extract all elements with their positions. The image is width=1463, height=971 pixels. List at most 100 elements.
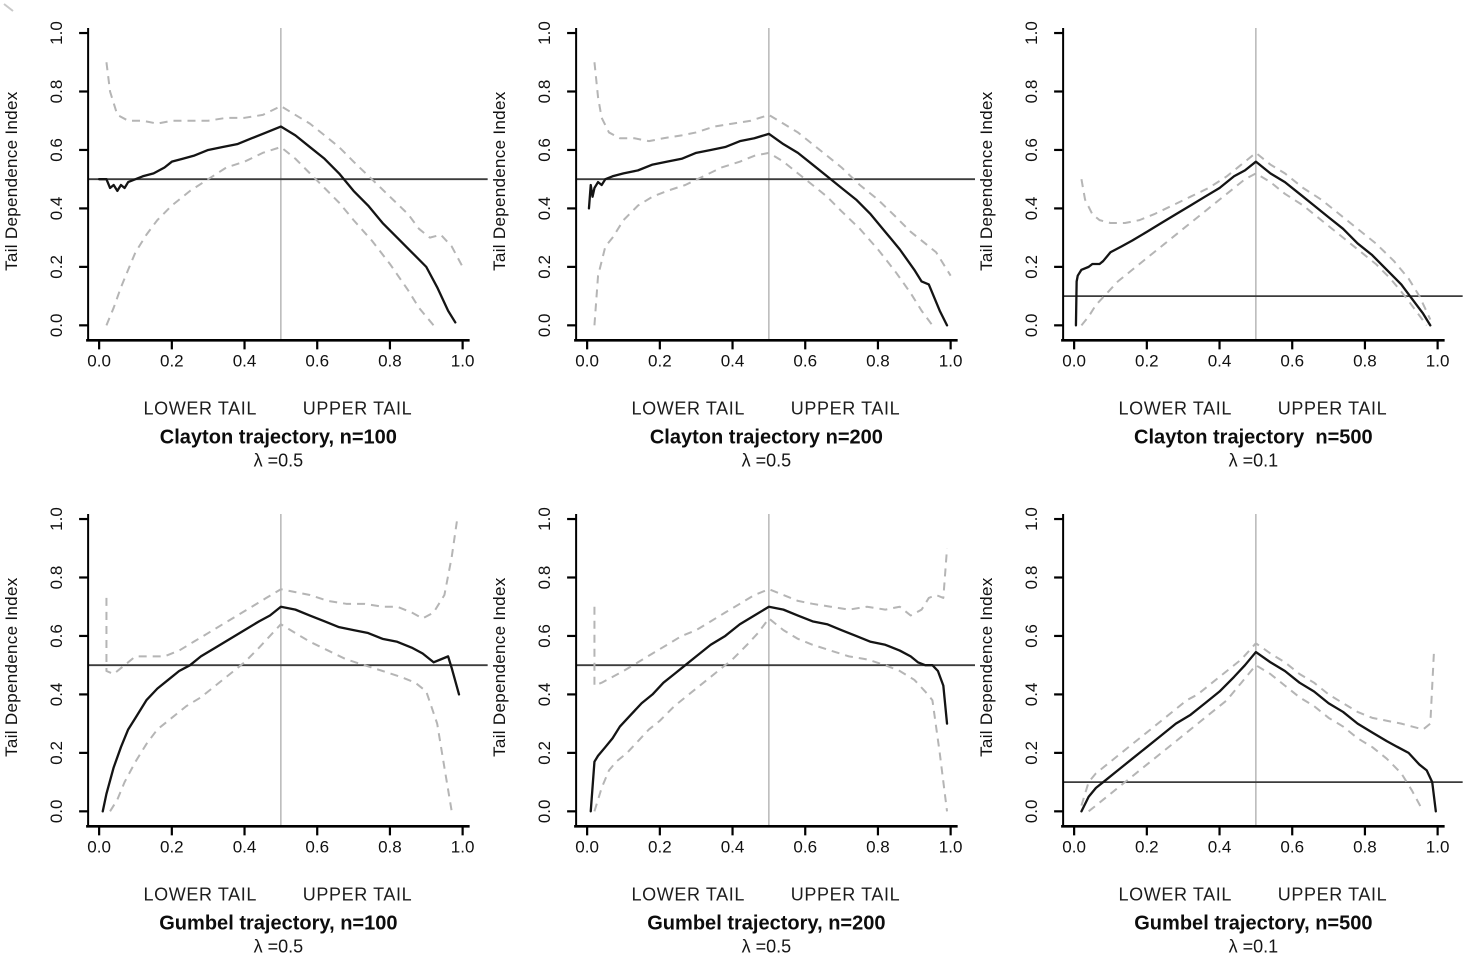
y-tick-label: 0.4 [535,682,554,706]
plot-lambda-caption: λ =0.5 [254,936,304,956]
series-lower-confidence-band [1088,663,1425,812]
y-tick-label: 0.6 [1022,624,1041,648]
lower-tail-label: LOWER TAIL [631,884,744,904]
x-tick-label: 0.6 [1281,351,1305,370]
y-tick-label: 0.2 [1022,255,1041,279]
plot-title: Gumbel trajectory, n=100 [159,912,397,934]
y-tick-label: 0.8 [1022,80,1041,104]
y-tick-label: 0.8 [47,565,66,589]
x-tick-label: 0.0 [1063,837,1087,856]
x-tick-label: 1.0 [451,351,475,370]
x-tick-label: 0.2 [1135,351,1159,370]
x-tick-label: 0.4 [233,837,257,856]
lower-tail-label: LOWER TAIL [144,398,257,418]
x-tick-label: 0.0 [1063,351,1087,370]
x-tick-label: 0.2 [648,837,672,856]
y-axis-label: Tail Dependence Index [977,577,996,757]
y-axis-label: Tail Dependence Index [490,577,509,757]
y-tick-label: 0.6 [1022,138,1041,162]
plot-title: Gumbel trajectory, n=500 [1135,912,1373,934]
plot-lambda-caption: λ =0.5 [741,450,791,470]
x-tick-label: 0.6 [305,837,329,856]
x-tick-label: 0.6 [793,351,817,370]
plot-lambda-caption: λ =0.1 [1229,450,1279,470]
x-tick-label: 0.0 [575,837,599,856]
y-tick-label: 0.8 [535,80,554,104]
y-tick-label: 0.6 [47,138,66,162]
lower-tail-label: LOWER TAIL [1119,884,1232,904]
x-tick-label: 0.2 [160,351,184,370]
plot-gumbel-n100: 0.0 0.2 0.4 0.6 0.8 1.0 0.0 0.2 0.4 0.6 0.8 1.0 Tai… [2,507,488,956]
y-tick-label: 0.0 [47,799,66,823]
y-tick-label: 0.2 [47,741,66,765]
x-tick-label: 0.2 [1135,837,1159,856]
y-tick-label: 0.2 [535,255,554,279]
plot-title: Clayton trajectory n=200 [649,426,882,448]
plot-cell-gumbel-n200: 0.0 0.2 0.4 0.6 0.8 1.0 0.0 0.2 0.4 0.6 0.8 1.0 Tai… [488,486,976,971]
x-tick-label: 0.4 [233,351,257,370]
series-estimate [1075,160,1432,327]
series-estimate [589,605,948,812]
y-tick-label: 1.0 [1022,507,1041,531]
y-tick-label: 0.0 [47,314,66,338]
series-lower-confidence-band [593,151,933,326]
x-tick-label: 0.4 [720,837,744,856]
y-tick-label: 0.2 [1022,741,1041,765]
series-lower-confidence-band [1080,172,1428,326]
upper-tail-label: UPPER TAIL [790,884,899,904]
plot-title: Gumbel trajectory, n=200 [647,912,885,934]
plot-title: Clayton trajectory n=500 [1134,426,1373,448]
x-tick-label: 0.8 [1353,837,1377,856]
x-tick-label: 0.8 [378,351,402,370]
y-axis-label: Tail Dependence Index [2,577,21,757]
x-tick-label: 1.0 [451,837,475,856]
series-upper-confidence-band [1080,641,1436,806]
x-tick-label: 0.0 [575,351,599,370]
plot-cell-clayton-n500: 0.0 0.2 0.4 0.6 0.8 1.0 0.0 0.2 0.4 0.6 0.8 1.0 Tai… [975,0,1463,486]
x-tick-label: 0.6 [305,351,329,370]
series-estimate [1080,650,1438,812]
series-estimate [101,605,461,812]
x-tick-label: 0.4 [720,351,744,370]
y-tick-label: 0.6 [535,624,554,648]
y-axis-label: Tail Dependence Index [490,91,509,271]
x-tick-label: 0.8 [378,837,402,856]
x-tick-label: 1.0 [1426,837,1450,856]
plot-clayton-n200: 0.0 0.2 0.4 0.6 0.8 1.0 0.0 0.2 0.4 0.6 0.8 1.0 Tai… [490,21,976,470]
y-axis-label: Tail Dependence Index [977,91,996,271]
y-tick-label: 1.0 [47,507,66,531]
series-lower-confidence-band [593,616,948,812]
x-tick-label: 0.6 [1281,837,1305,856]
y-tick-label: 0.2 [535,741,554,765]
y-tick-label: 0.4 [1022,197,1041,221]
plot-clayton-n100: 0.0 0.2 0.4 0.6 0.8 1.0 0.0 0.2 0.4 0.6 0.8 1.0 Tai… [2,21,488,470]
y-tick-label: 0.4 [47,197,66,221]
x-tick-label: 1.0 [938,837,962,856]
y-tick-label: 0.2 [47,255,66,279]
plot-cell-gumbel-n500: 0.0 0.2 0.4 0.6 0.8 1.0 0.0 0.2 0.4 0.6 0.8 1.0 Tai… [975,486,1463,971]
upper-tail-label: UPPER TAIL [790,398,899,418]
scan-artifact [3,3,14,12]
y-tick-label: 0.8 [47,80,66,104]
y-tick-label: 0.0 [535,314,554,338]
x-tick-label: 0.4 [1208,837,1232,856]
x-tick-label: 0.6 [793,837,817,856]
lower-tail-label: LOWER TAIL [1119,398,1232,418]
plot-cell-gumbel-n100: 0.0 0.2 0.4 0.6 0.8 1.0 0.0 0.2 0.4 0.6 0.8 1.0 Tai… [0,486,488,971]
plot-lambda-caption: λ =0.5 [741,936,791,956]
plot-cell-clayton-n100: 0.0 0.2 0.4 0.6 0.8 1.0 0.0 0.2 0.4 0.6 0.8 1.0 Tai… [0,0,488,486]
series-lower-confidence-band [105,146,435,326]
upper-tail-label: UPPER TAIL [303,884,412,904]
plot-gumbel-n200: 0.0 0.2 0.4 0.6 0.8 1.0 0.0 0.2 0.4 0.6 0.8 1.0 Tai… [490,507,976,956]
x-tick-label: 0.0 [87,351,111,370]
series-lower-confidence-band [109,622,453,812]
y-tick-label: 0.4 [1022,682,1041,706]
y-tick-label: 0.8 [535,565,554,589]
y-tick-label: 1.0 [1022,21,1041,45]
y-tick-label: 0.6 [535,138,554,162]
y-tick-label: 0.6 [47,624,66,648]
y-tick-label: 0.8 [1022,565,1041,589]
x-tick-label: 0.2 [160,837,184,856]
y-tick-label: 0.0 [1022,314,1041,338]
